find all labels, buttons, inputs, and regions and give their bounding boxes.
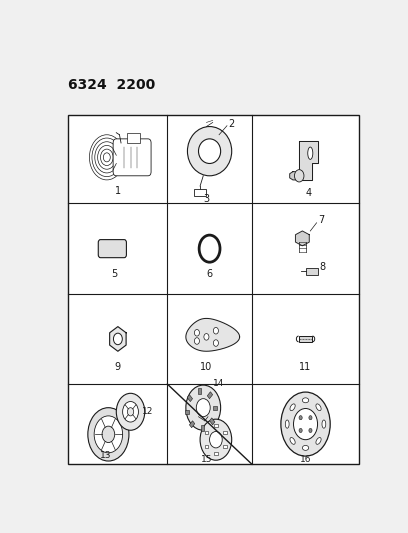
Ellipse shape (290, 438, 295, 445)
Circle shape (299, 429, 302, 433)
Bar (214, 424, 218, 427)
Ellipse shape (187, 126, 232, 176)
Circle shape (116, 393, 145, 430)
Text: 5: 5 (112, 269, 118, 279)
Circle shape (299, 416, 302, 420)
Circle shape (113, 333, 122, 345)
Bar (127, 133, 140, 143)
Text: 4: 4 (306, 188, 312, 198)
Bar (223, 445, 227, 448)
Bar (210, 418, 215, 425)
Circle shape (204, 334, 209, 340)
Text: 16: 16 (300, 455, 311, 464)
Text: 12: 12 (142, 407, 153, 416)
Circle shape (309, 416, 312, 420)
Bar (306, 268, 318, 274)
Bar (223, 431, 227, 434)
Bar (194, 189, 206, 196)
Text: 10: 10 (200, 362, 213, 372)
Ellipse shape (290, 404, 295, 410)
Circle shape (196, 399, 210, 417)
Circle shape (94, 416, 123, 453)
Text: 1: 1 (115, 186, 121, 196)
Ellipse shape (302, 446, 309, 450)
Bar (187, 394, 193, 401)
Text: 14: 14 (213, 379, 224, 389)
Circle shape (102, 426, 115, 442)
Bar (198, 389, 201, 394)
Bar (205, 431, 208, 434)
Text: 6324  2200: 6324 2200 (69, 78, 155, 92)
Ellipse shape (302, 398, 309, 403)
Circle shape (127, 408, 134, 416)
Bar (189, 421, 195, 427)
Text: 11: 11 (299, 362, 312, 372)
Bar (69, 115, 359, 464)
Bar (214, 452, 218, 455)
Text: 8: 8 (320, 262, 326, 272)
Circle shape (200, 419, 232, 460)
Polygon shape (290, 172, 299, 180)
Polygon shape (299, 141, 318, 180)
Circle shape (213, 340, 218, 346)
Circle shape (88, 408, 129, 461)
Circle shape (194, 329, 200, 336)
Bar (207, 392, 213, 399)
Text: 13: 13 (100, 451, 111, 460)
Circle shape (194, 338, 200, 344)
Text: 15: 15 (201, 455, 212, 464)
Bar (201, 425, 204, 431)
Circle shape (213, 327, 218, 334)
Circle shape (186, 385, 221, 430)
Ellipse shape (316, 438, 321, 445)
Text: 6: 6 (206, 269, 213, 279)
Bar (299, 336, 313, 342)
Polygon shape (295, 231, 309, 246)
Ellipse shape (316, 404, 321, 410)
FancyBboxPatch shape (98, 240, 126, 257)
Ellipse shape (285, 420, 289, 428)
Bar (205, 445, 208, 448)
Ellipse shape (322, 420, 326, 428)
Bar (184, 410, 189, 414)
Circle shape (295, 169, 304, 182)
Text: 3: 3 (203, 195, 209, 205)
Circle shape (123, 401, 138, 422)
Circle shape (309, 429, 312, 433)
Circle shape (293, 408, 317, 440)
Ellipse shape (308, 147, 313, 159)
Polygon shape (110, 327, 126, 351)
Ellipse shape (199, 139, 221, 164)
FancyBboxPatch shape (113, 139, 151, 176)
Circle shape (281, 392, 330, 456)
Bar (213, 406, 217, 410)
Polygon shape (186, 318, 239, 351)
Circle shape (210, 432, 222, 448)
Text: 2: 2 (228, 118, 235, 128)
Text: 9: 9 (115, 362, 121, 372)
Text: 7: 7 (318, 215, 324, 225)
